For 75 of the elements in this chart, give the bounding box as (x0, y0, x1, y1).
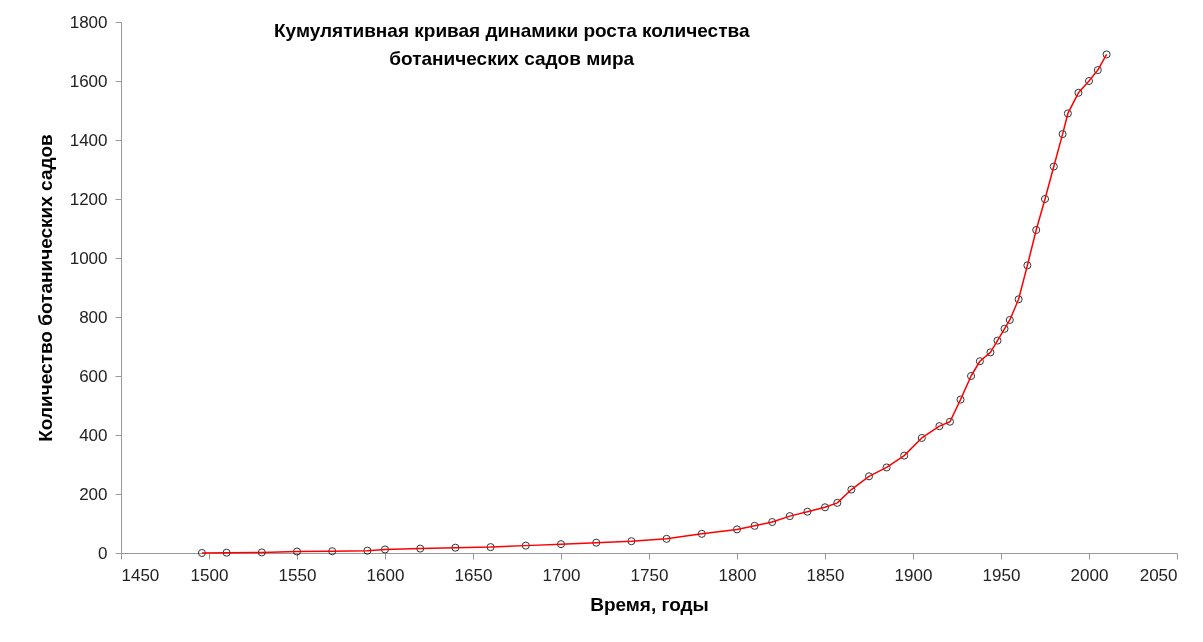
y-tick-label: 1800 (69, 12, 108, 32)
point (833, 498, 842, 507)
x-tick-label: 1800 (718, 565, 757, 585)
x-axis-title: Время, годы (590, 593, 709, 615)
point (820, 503, 830, 512)
y-axis-title: Количество ботанических садов (34, 134, 56, 442)
point (1084, 76, 1094, 86)
point (1000, 324, 1009, 333)
x-tick-label: 1600 (366, 565, 405, 585)
line-series (201, 53, 1108, 554)
point (627, 537, 636, 546)
point (416, 544, 425, 553)
point (1049, 162, 1058, 171)
point (363, 546, 372, 555)
point (975, 357, 984, 366)
point (197, 548, 206, 558)
x-tick-label: 1950 (982, 565, 1021, 585)
point (1023, 261, 1032, 270)
point (900, 451, 909, 460)
point (917, 433, 926, 442)
point (1014, 295, 1023, 304)
text: Кумулятивная кривая динамики роста количества ботанических садов мира (273, 20, 750, 69)
y-tick-label: 400 (79, 425, 108, 445)
point (1063, 109, 1072, 118)
x-tick-label: 1550 (278, 565, 317, 585)
point (380, 545, 390, 554)
point (935, 422, 944, 431)
point (556, 540, 566, 549)
point (882, 463, 891, 472)
point (1102, 50, 1111, 59)
point (328, 547, 337, 556)
point (732, 525, 742, 534)
point (1093, 66, 1102, 75)
point (222, 548, 231, 557)
point (945, 417, 954, 426)
point (967, 371, 976, 381)
point (662, 534, 671, 543)
point (486, 543, 495, 552)
point (521, 541, 530, 550)
y-tick-label: 1600 (69, 71, 108, 91)
point (1074, 88, 1083, 97)
point (1058, 130, 1067, 139)
point (592, 538, 601, 547)
x-tick-label: 1900 (894, 565, 933, 585)
point (292, 547, 302, 556)
point (750, 521, 759, 530)
x-tick-label: 1500 (190, 565, 229, 585)
point (956, 395, 965, 404)
point (986, 348, 995, 357)
point (257, 548, 266, 557)
x-tick-label: 1850 (806, 565, 845, 585)
point (1005, 315, 1014, 324)
y-tick-label: 1000 (69, 248, 108, 268)
point (847, 485, 856, 494)
point (785, 512, 794, 521)
point (864, 472, 874, 481)
x-tick-label: 1450 (121, 565, 160, 585)
y-tick-label: 1400 (69, 130, 108, 150)
point (1032, 225, 1041, 234)
y-tick-label: 0 (98, 543, 108, 563)
x-tick-label: 2050 (1139, 565, 1178, 585)
point (451, 543, 460, 552)
y-tick-label: 800 (79, 307, 108, 327)
y-tick-label: 1200 (69, 189, 108, 209)
point (993, 336, 1002, 345)
point (803, 507, 812, 516)
point (1040, 194, 1050, 204)
y-tick-label: 200 (79, 484, 108, 504)
x-tick-label: 1650 (454, 565, 493, 585)
x-tick-label: 1700 (542, 565, 581, 585)
y-tick-label: 600 (79, 366, 108, 386)
point (697, 529, 706, 538)
x-tick-label: 1750 (630, 565, 669, 585)
point (768, 518, 777, 527)
x-tick-label: 2000 (1070, 565, 1109, 585)
